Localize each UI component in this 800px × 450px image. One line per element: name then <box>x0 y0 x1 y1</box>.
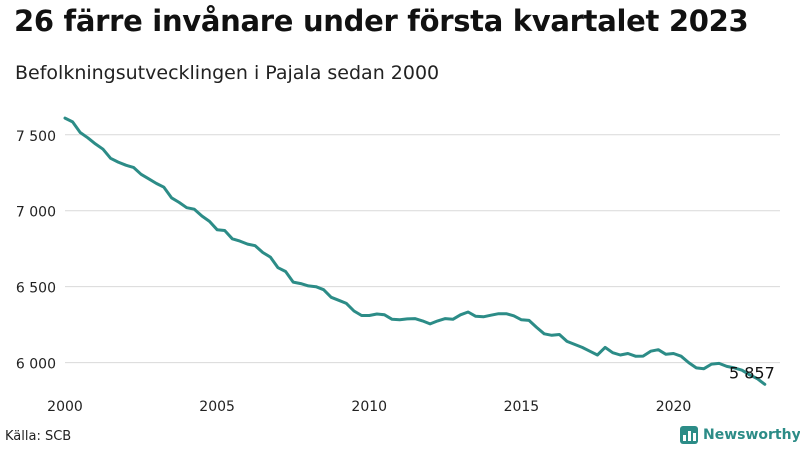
y-tick-label: 6 500 <box>16 281 56 297</box>
x-tick-label: 2015 <box>504 399 540 415</box>
brand-name: Newsworthy <box>703 427 800 443</box>
y-tick-label: 6 000 <box>16 357 56 373</box>
x-tick-label: 2020 <box>656 399 692 415</box>
x-tick-label: 2000 <box>47 399 83 415</box>
series-line <box>63 116 767 386</box>
y-axis-ticks: 6 000 6 500 7 000 7 500 <box>16 129 56 373</box>
source-note: Källa: SCB <box>5 429 72 444</box>
x-tick-label: 2005 <box>199 399 235 415</box>
series-group <box>63 116 767 386</box>
chart-title: 26 färre invånare under första kvartalet… <box>14 4 749 38</box>
chart-subtitle: Befolkningsutvecklingen i Pajala sedan 2… <box>15 62 440 84</box>
data-labels: 5 857 <box>729 363 775 382</box>
grid-lines <box>65 134 780 364</box>
y-tick-label: 7 500 <box>16 129 56 145</box>
brand-logo: Newsworthy <box>680 426 800 444</box>
y-tick-label: 7 000 <box>16 205 56 221</box>
bar-chart-icon <box>680 426 698 444</box>
x-tick-label: 2010 <box>351 399 387 415</box>
end-value-label: 5 857 <box>729 363 775 382</box>
x-axis-ticks: 2000 2005 2010 2015 2020 <box>47 399 691 415</box>
